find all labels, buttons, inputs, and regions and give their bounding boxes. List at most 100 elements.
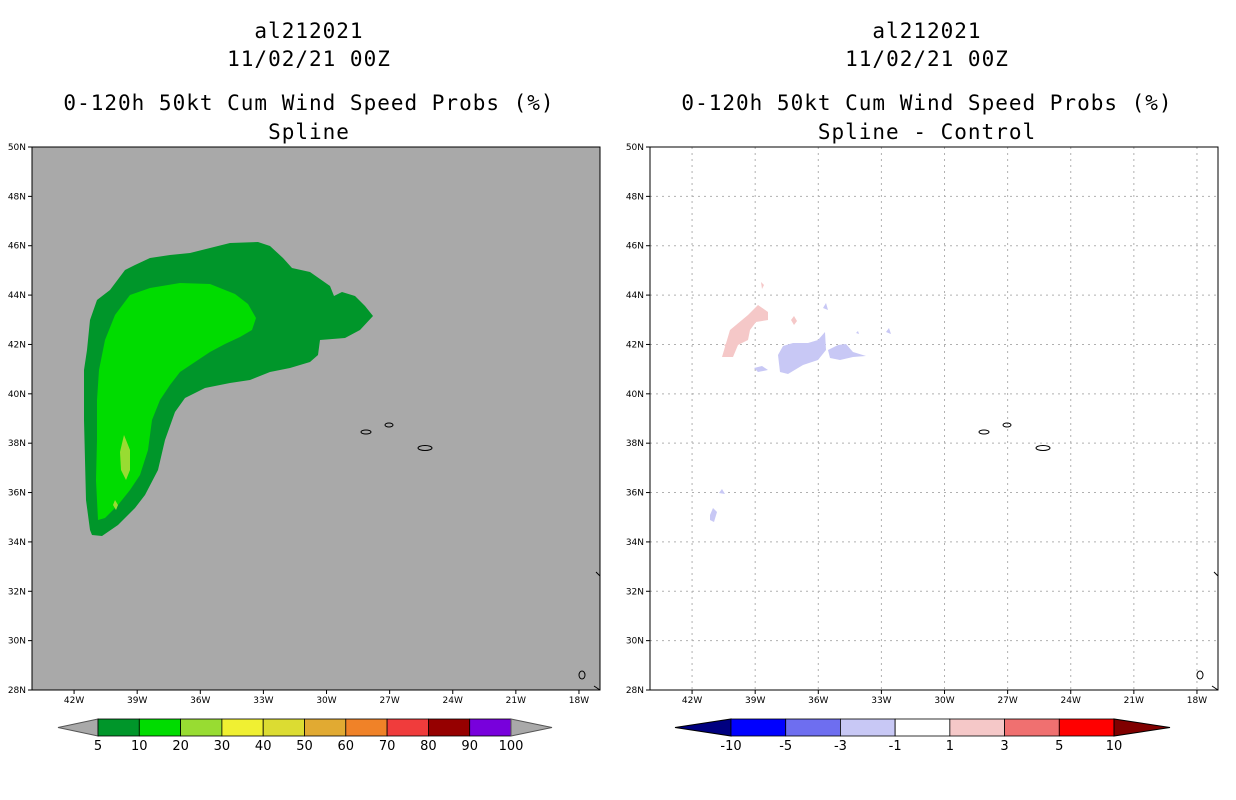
left-map: 50N 48N 46N 44N 42N 40N 38N 36N 34N 32N 30N 28N 42W… bbox=[8, 143, 601, 754]
lat-label: 32N bbox=[626, 587, 644, 597]
colorbar-swatch bbox=[469, 718, 512, 737]
right-gridlines bbox=[650, 147, 1218, 690]
right-map: 50N 48N 46N 44N 42N 40N 38N 36N 34N 32N 30N 28N 42W… bbox=[626, 143, 1219, 754]
left-datetime: 11/02/21 00Z bbox=[227, 47, 391, 71]
lat-label: 34N bbox=[626, 538, 644, 548]
right-lat-axis: 50N 48N 46N 44N 42N 40N 38N 36N 34N 32N 30N 28N bbox=[626, 143, 650, 696]
left-map-frame bbox=[31, 146, 601, 691]
colorbar-label: 50 bbox=[296, 739, 313, 754]
lat-label: 28N bbox=[8, 686, 26, 696]
colorbar-swatch bbox=[138, 718, 182, 737]
prob-contour-30-40 bbox=[120, 435, 130, 480]
colorbar-swatch bbox=[785, 718, 841, 737]
lon-label: 21W bbox=[506, 696, 526, 706]
lat-label: 38N bbox=[8, 439, 26, 449]
right-storm-id: al212021 bbox=[872, 19, 982, 43]
lon-label: 18W bbox=[569, 696, 589, 706]
colorbar-swatch bbox=[97, 718, 140, 737]
lon-label: 24W bbox=[1061, 696, 1081, 706]
lat-label: 36N bbox=[626, 489, 644, 499]
colorbar-swatch bbox=[427, 718, 471, 737]
lon-label: 39W bbox=[745, 696, 765, 706]
colorbar-arrow-high bbox=[1113, 718, 1171, 737]
prob-contour-30-40-small bbox=[113, 500, 118, 510]
right-datetime: 11/02/21 00Z bbox=[845, 47, 1009, 71]
colorbar-swatch bbox=[221, 718, 264, 737]
colorbar-label: 30 bbox=[214, 739, 231, 754]
colorbar-swatch bbox=[949, 718, 1005, 737]
right-colorbar: -10 -5 -3 -1 1 3 5 10 bbox=[674, 718, 1171, 754]
lat-label: 40N bbox=[8, 390, 26, 400]
lat-label: 42N bbox=[626, 340, 644, 350]
right-map-background bbox=[650, 147, 1218, 690]
lat-label: 50N bbox=[8, 143, 26, 153]
colorbar-label: 100 bbox=[499, 739, 524, 754]
lon-label: 42W bbox=[682, 696, 702, 706]
lat-label: 30N bbox=[8, 637, 26, 647]
left-storm-id: al212021 bbox=[254, 19, 364, 43]
colorbar-label: 10 bbox=[1106, 739, 1123, 754]
colorbar-arrow-high bbox=[510, 718, 553, 737]
lat-label: 40N bbox=[626, 390, 644, 400]
left-colorbar: 5 10 20 30 40 50 60 70 80 90 100 bbox=[57, 718, 553, 754]
lon-label: 27W bbox=[997, 696, 1017, 706]
right-lon-axis: 42W 39W 36W 33W 30W 27W 24W 21W 18W bbox=[682, 690, 1207, 706]
lon-label: 33W bbox=[253, 696, 273, 706]
lat-label: 32N bbox=[8, 587, 26, 597]
colorbar-swatch bbox=[180, 718, 223, 737]
lat-label: 44N bbox=[626, 291, 644, 301]
colorbar-swatch bbox=[1004, 718, 1060, 737]
lon-label: 42W bbox=[64, 696, 84, 706]
lat-label: 48N bbox=[626, 192, 644, 202]
colorbar-label: 20 bbox=[172, 739, 189, 754]
lat-label: 50N bbox=[626, 143, 644, 153]
left-lat-axis: 50N 48N 46N 44N 42N 40N 38N 36N 34N 32N 30N 28N bbox=[8, 143, 32, 696]
left-product-title: 0-120h 50kt Cum Wind Speed Probs (%) bbox=[63, 91, 555, 115]
colorbar-label: -3 bbox=[834, 739, 847, 754]
lon-label: 36W bbox=[190, 696, 210, 706]
lon-label: 30W bbox=[934, 696, 954, 706]
lon-label: 33W bbox=[871, 696, 891, 706]
lat-label: 30N bbox=[626, 637, 644, 647]
colorbar-swatch bbox=[1058, 718, 1115, 737]
colorbar-arrow-low bbox=[57, 718, 99, 737]
left-lon-axis: 42W 39W 36W 33W 30W 27W 24W 21W 18W bbox=[64, 690, 589, 706]
lat-label: 38N bbox=[626, 439, 644, 449]
lat-label: 44N bbox=[8, 291, 26, 301]
azores-islands-right bbox=[978, 422, 1219, 691]
colorbar-label: -5 bbox=[779, 739, 792, 754]
colorbar-label: -10 bbox=[720, 739, 741, 754]
lon-label: 27W bbox=[379, 696, 399, 706]
colorbar-arrow-low bbox=[674, 718, 732, 737]
colorbar-label: 80 bbox=[420, 739, 437, 754]
colorbar-label: 10 bbox=[131, 739, 148, 754]
colorbar-label: 60 bbox=[338, 739, 355, 754]
colorbar-label: -1 bbox=[889, 739, 902, 754]
lon-label: 24W bbox=[443, 696, 463, 706]
lon-label: 36W bbox=[808, 696, 828, 706]
lon-label: 39W bbox=[127, 696, 147, 706]
colorbar-swatch bbox=[894, 718, 951, 737]
lon-label: 30W bbox=[316, 696, 336, 706]
lon-label: 21W bbox=[1124, 696, 1144, 706]
lat-label: 48N bbox=[8, 192, 26, 202]
azores-islands bbox=[360, 422, 601, 691]
right-product-title: 0-120h 50kt Cum Wind Speed Probs (%) bbox=[681, 91, 1173, 115]
colorbar-swatch bbox=[345, 718, 388, 737]
colorbar-label: 3 bbox=[1000, 739, 1008, 754]
colorbar-label: 70 bbox=[379, 739, 396, 754]
colorbar-label: 1 bbox=[946, 739, 954, 754]
lat-label: 46N bbox=[626, 242, 644, 252]
colorbar-label: 5 bbox=[1055, 739, 1063, 754]
colorbar-label: 90 bbox=[461, 739, 478, 754]
prob-contour-20-30 bbox=[96, 283, 256, 520]
lon-label: 18W bbox=[1187, 696, 1207, 706]
lat-label: 42N bbox=[8, 340, 26, 350]
left-panel: al212021 11/02/21 00Z 0-120h 50kt Cum Wi… bbox=[8, 19, 601, 754]
colorbar-swatch bbox=[840, 718, 896, 737]
colorbar-swatch bbox=[262, 718, 305, 737]
right-subtitle: Spline - Control bbox=[817, 120, 1037, 144]
colorbar-label: 40 bbox=[255, 739, 272, 754]
right-map-frame bbox=[649, 146, 1219, 691]
colorbar-label: 5 bbox=[94, 739, 102, 754]
